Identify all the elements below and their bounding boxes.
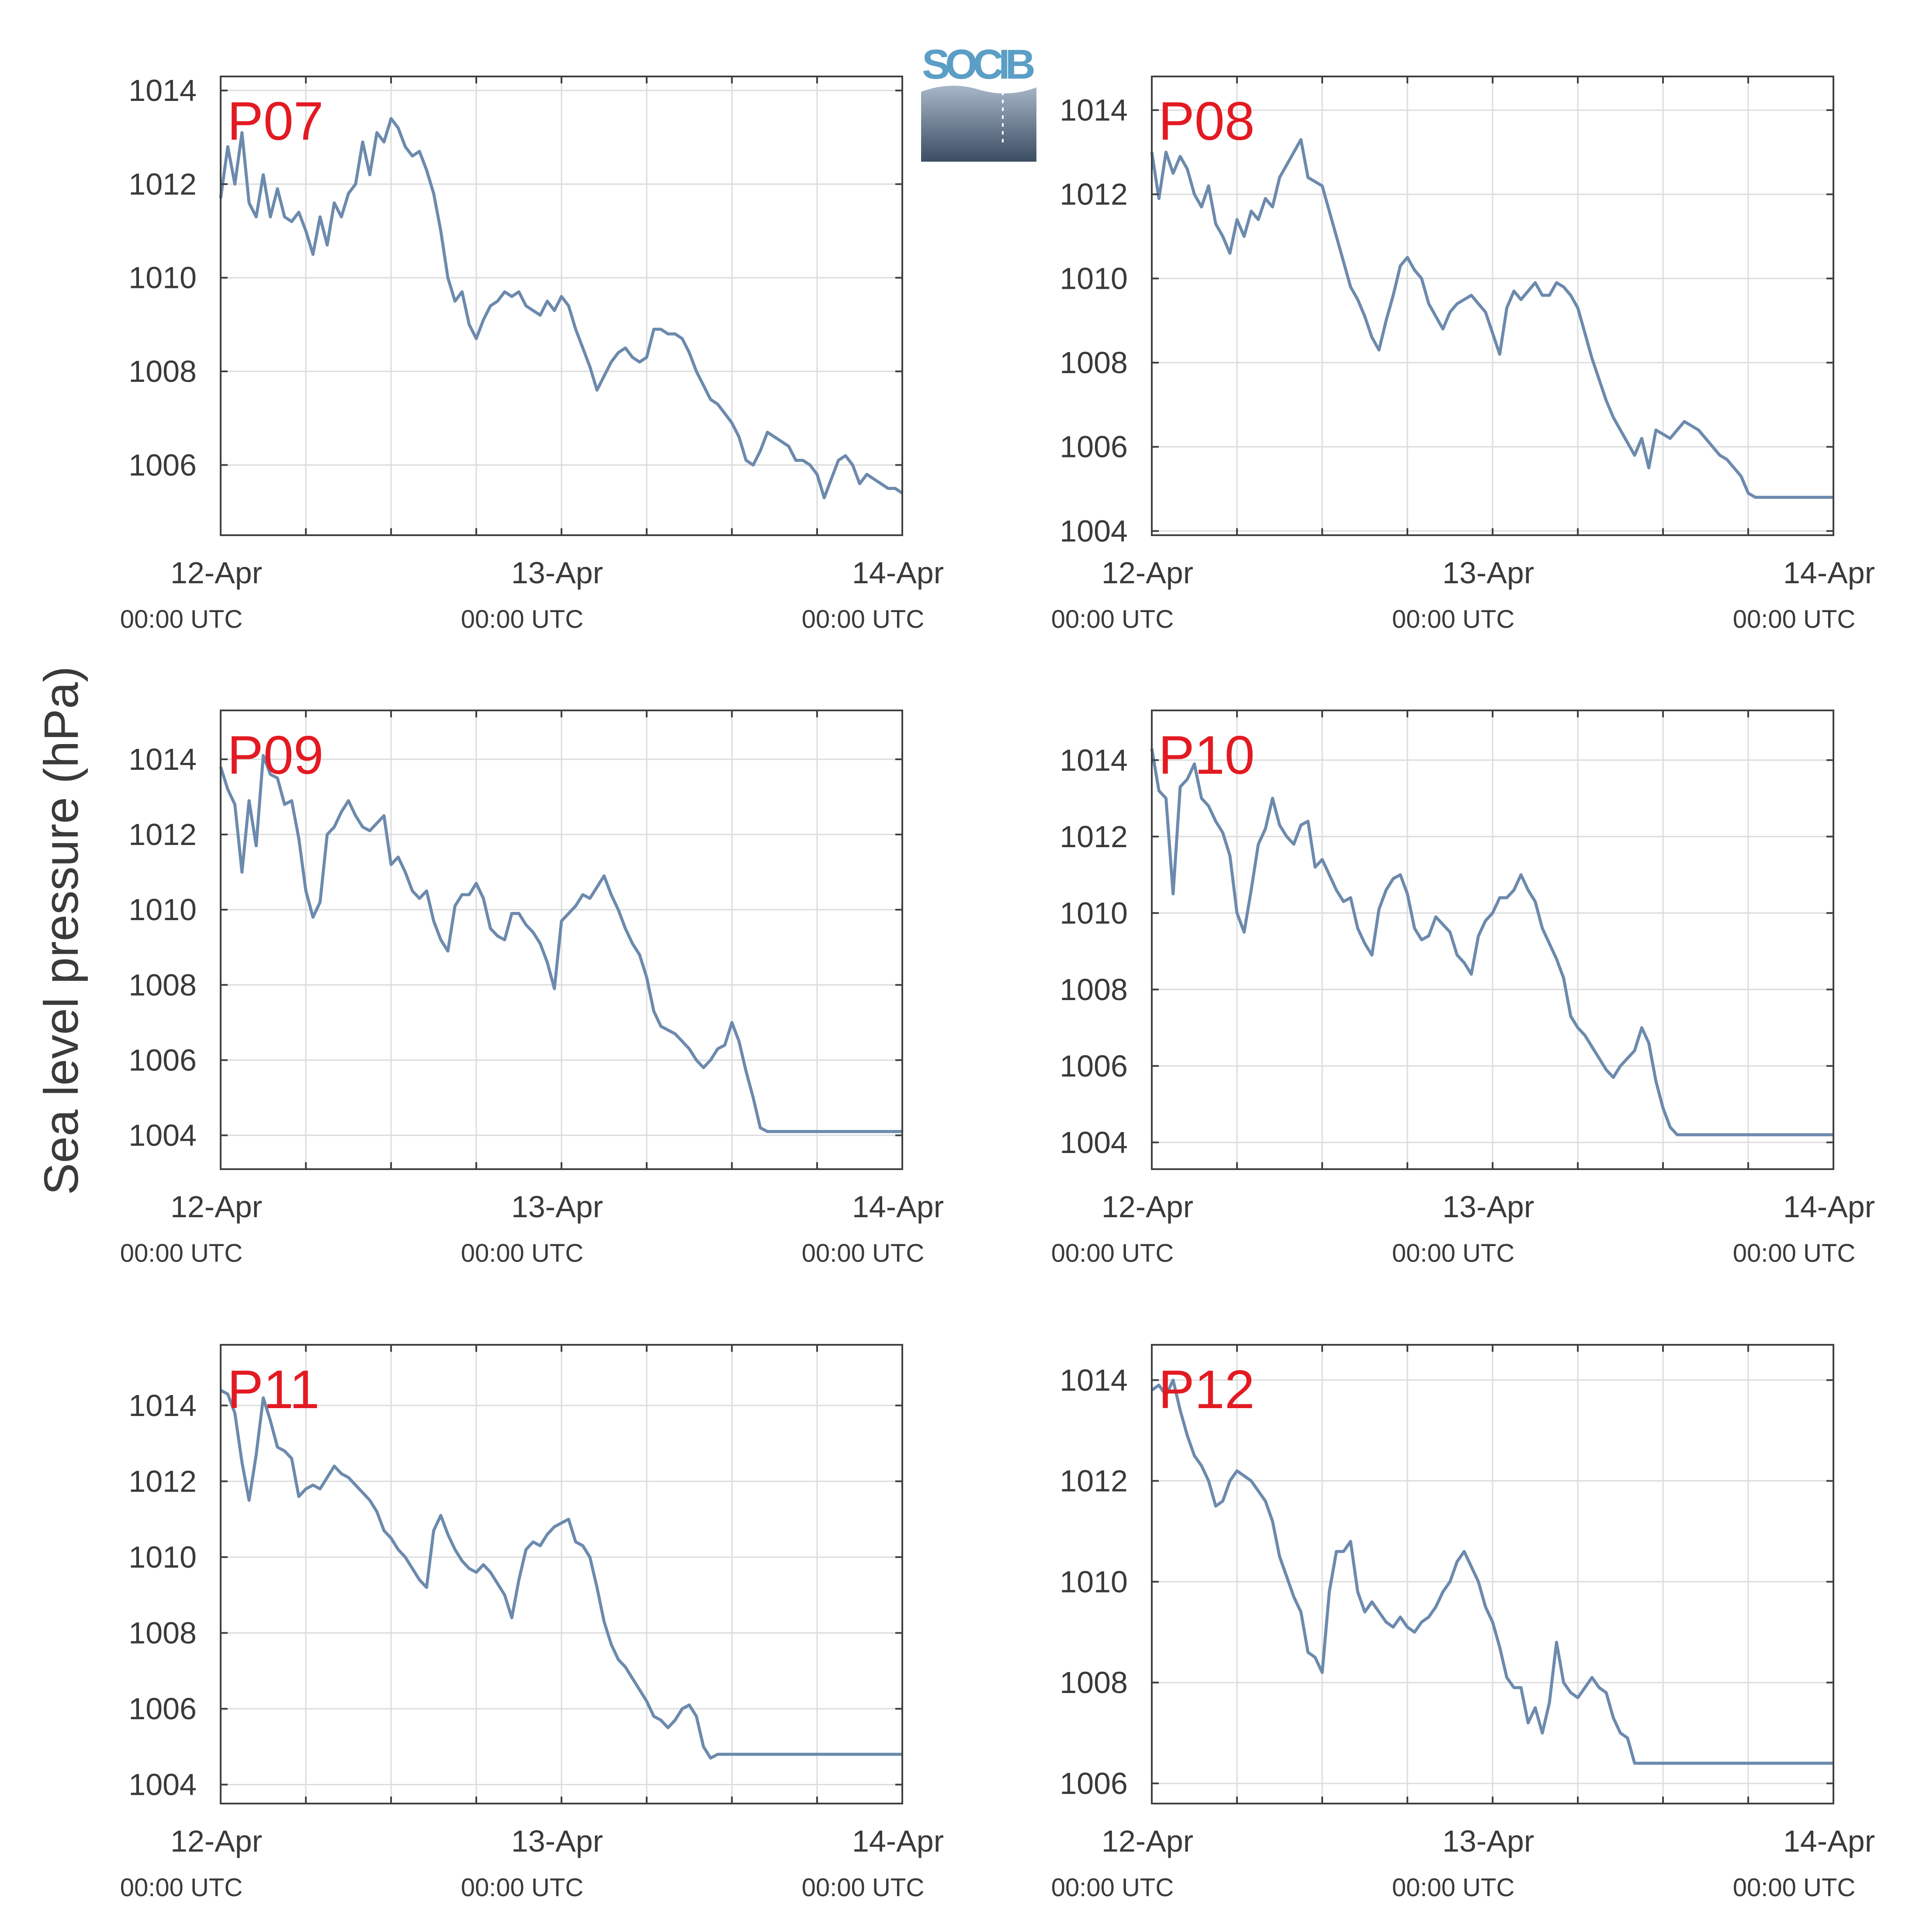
y-tick-label: 1008 [1060, 346, 1128, 380]
x-tick-sublabel: 00:00 UTC [1051, 1873, 1174, 1902]
x-tick-sublabel: 00:00 UTC [1392, 605, 1514, 634]
series-line [219, 754, 902, 1133]
station-label: P10 [1158, 725, 1255, 786]
x-tick-label: 13-Apr [1442, 1824, 1534, 1858]
x-tick-sublabel: 00:00 UTC [120, 1873, 243, 1902]
x-tick-label: 12-Apr [170, 556, 262, 590]
y-tick-label: 1012 [1060, 820, 1128, 854]
x-tick-sublabel: 00:00 UTC [802, 605, 924, 634]
socib-logo: SOCIB [921, 41, 1036, 162]
y-tick-label: 1004 [1060, 514, 1128, 548]
x-tick-label: 12-Apr [170, 1824, 262, 1858]
station-label: P08 [1158, 91, 1255, 152]
x-tick-label: 14-Apr [1783, 1190, 1875, 1224]
x-tick-label: 14-Apr [852, 1824, 944, 1858]
y-tick-label: 1006 [1060, 1766, 1128, 1800]
panel-p08: 1004 1006 1008 1010 1012 1014 12-Apr 00:00 UTC 1… [1051, 76, 1875, 634]
x-tick-sublabel: 00:00 UTC [461, 1873, 583, 1902]
figure-ylabel: Sea level pressure (hPa) [35, 666, 88, 1195]
x-tick-sublabel: 00:00 UTC [1392, 1239, 1514, 1267]
logo-wave [921, 86, 1036, 162]
x-tick-sublabel: 00:00 UTC [120, 605, 243, 634]
x-tick-label: 12-Apr [1102, 1190, 1193, 1224]
station-label: P12 [1158, 1360, 1255, 1420]
x-tick-sublabel: 00:00 UTC [1392, 1873, 1514, 1902]
x-tick-sublabel: 00:00 UTC [461, 1239, 583, 1267]
x-tick-sublabel: 00:00 UTC [1733, 1873, 1855, 1902]
panel-p10: 1004 1006 1008 1010 1012 1014 12-Apr 00:00 UTC 1… [1051, 710, 1875, 1267]
series-line [1150, 748, 1833, 1136]
x-tick-label: 13-Apr [511, 1824, 603, 1858]
series-line [1150, 138, 1833, 499]
y-tick-label: 1004 [128, 1118, 197, 1153]
x-tick-label: 14-Apr [1783, 556, 1875, 590]
panel-p09: 1004 1006 1008 1010 1012 1014 12-Apr 00:00 UTC 1… [120, 710, 944, 1267]
x-tick-label: 14-Apr [1783, 1824, 1875, 1858]
y-tick-label: 1012 [1060, 177, 1128, 211]
x-tick-label: 12-Apr [1102, 556, 1193, 590]
x-tick-sublabel: 00:00 UTC [1051, 605, 1174, 634]
x-tick-sublabel: 00:00 UTC [461, 605, 583, 634]
x-tick-label: 13-Apr [511, 556, 603, 590]
y-tick-label: 1004 [1060, 1125, 1128, 1160]
station-label: P09 [227, 725, 324, 786]
station-label: P11 [227, 1360, 319, 1420]
y-tick-label: 1012 [128, 1464, 197, 1498]
y-tick-label: 1006 [128, 448, 197, 482]
y-tick-label: 1014 [1060, 743, 1128, 777]
y-tick-label: 1014 [1060, 93, 1128, 127]
x-tick-label: 12-Apr [1102, 1824, 1193, 1858]
y-tick-label: 1014 [1060, 1363, 1128, 1397]
station-label: P07 [227, 91, 324, 152]
x-tick-sublabel: 00:00 UTC [120, 1239, 243, 1267]
y-tick-label: 1008 [128, 354, 197, 388]
y-tick-label: 1014 [128, 742, 197, 776]
y-tick-label: 1006 [1060, 1049, 1128, 1083]
y-tick-label: 1010 [1060, 261, 1128, 295]
y-tick-label: 1006 [128, 1692, 197, 1726]
x-tick-label: 13-Apr [1442, 1190, 1534, 1224]
panel-p11: 1004 1006 1008 1010 1012 1014 12-Apr 00:00 UTC 1… [120, 1344, 944, 1902]
y-tick-label: 1008 [128, 968, 197, 1002]
x-tick-label: 13-Apr [511, 1190, 603, 1224]
y-tick-label: 1014 [128, 73, 197, 107]
x-tick-label: 13-Apr [1442, 556, 1534, 590]
y-tick-label: 1006 [1060, 430, 1128, 464]
y-tick-label: 1010 [128, 261, 197, 295]
logo-text: SOCIB [922, 41, 1036, 88]
x-tick-sublabel: 00:00 UTC [802, 1873, 924, 1902]
x-tick-sublabel: 00:00 UTC [1051, 1239, 1174, 1267]
series-line [220, 1389, 902, 1760]
x-tick-sublabel: 00:00 UTC [1733, 1239, 1855, 1267]
y-tick-label: 1010 [1060, 896, 1128, 930]
y-tick-label: 1012 [128, 167, 197, 201]
y-tick-label: 1014 [128, 1388, 197, 1423]
panel-p07: 1006 1008 1010 1012 1014 12-Apr 00:00 UTC 13-Ap… [120, 73, 944, 634]
panels: 1006 1008 1010 1012 1014 12-Apr 00:00 UTC 13-Ap… [120, 73, 1875, 1902]
y-tick-label: 1010 [1060, 1565, 1128, 1599]
x-tick-label: 14-Apr [852, 1190, 944, 1224]
y-tick-label: 1012 [1060, 1464, 1128, 1498]
series-line [219, 117, 903, 499]
y-tick-label: 1012 [128, 817, 197, 852]
x-tick-sublabel: 00:00 UTC [802, 1239, 924, 1267]
x-tick-label: 14-Apr [852, 556, 944, 590]
y-tick-label: 1006 [128, 1043, 197, 1077]
y-tick-label: 1004 [128, 1768, 197, 1802]
series-line [1150, 1378, 1833, 1765]
y-tick-label: 1008 [128, 1616, 197, 1650]
y-tick-label: 1010 [128, 893, 197, 927]
panel-p12: 1006 1008 1010 1012 1014 12-Apr 00:00 UTC 13-Ap… [1051, 1344, 1875, 1902]
y-tick-label: 1008 [1060, 973, 1128, 1007]
x-tick-sublabel: 00:00 UTC [1733, 605, 1855, 634]
y-tick-label: 1010 [128, 1540, 197, 1574]
y-tick-label: 1008 [1060, 1665, 1128, 1700]
x-tick-label: 12-Apr [170, 1190, 262, 1224]
